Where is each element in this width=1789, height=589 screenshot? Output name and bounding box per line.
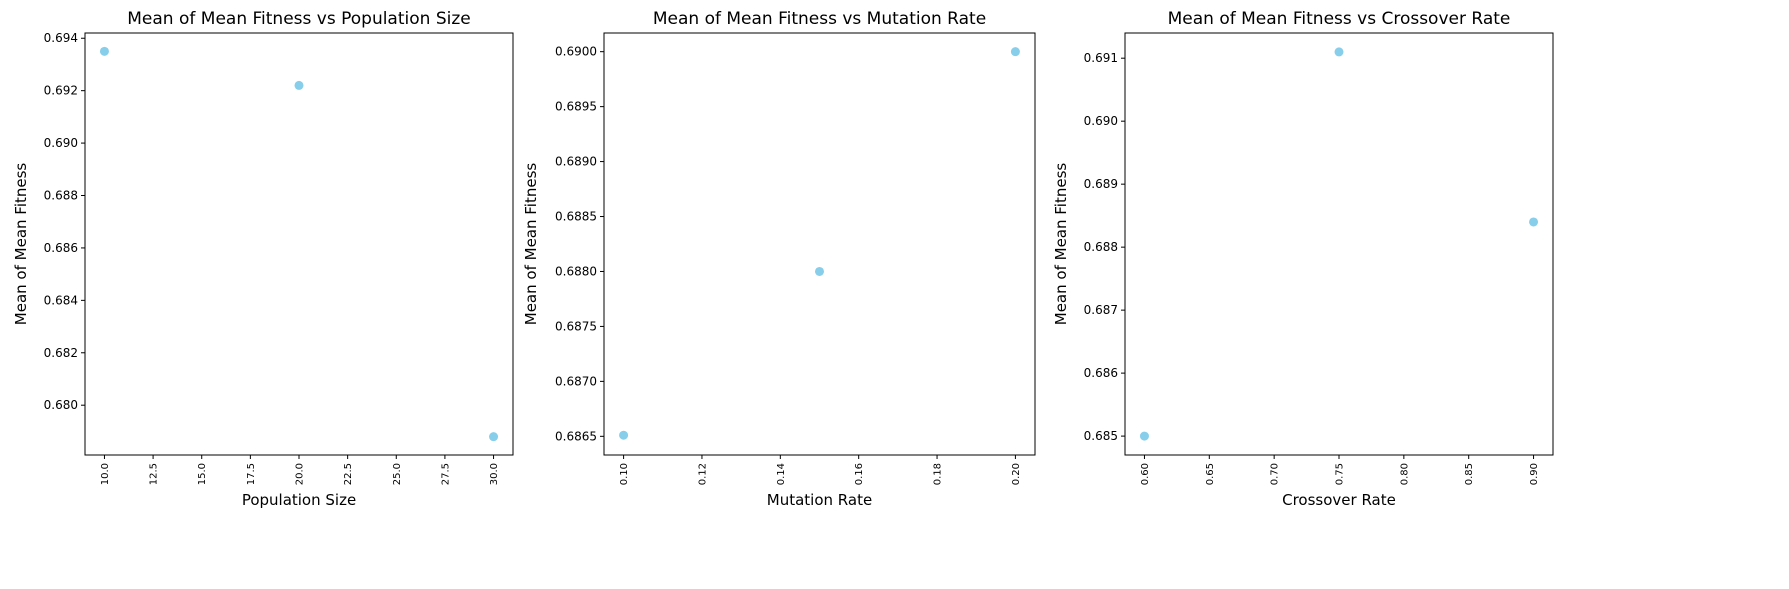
scatter-point — [1529, 217, 1539, 227]
y-tick-label: 0.682 — [44, 346, 78, 360]
x-tick-label: 0.85 — [1464, 463, 1475, 485]
y-tick-label: 0.686 — [44, 241, 78, 255]
y-axis-label: Mean of Mean Fitness — [1052, 163, 1070, 326]
x-tick-label: 20.0 — [295, 463, 306, 485]
y-tick-label: 0.689 — [1084, 177, 1118, 191]
plot-frame — [603, 32, 1036, 456]
x-tick-label: 0.70 — [1270, 463, 1281, 485]
y-tick-label: 0.690 — [44, 136, 78, 150]
chart-population-size: Mean of Mean Fitness vs Population Size … — [12, 9, 514, 509]
y-tick-label: 0.686 — [1084, 366, 1118, 380]
x-tick-label: 25.0 — [392, 463, 403, 485]
x-tick-label: 0.60 — [1140, 463, 1151, 485]
y-tick-label: 0.684 — [44, 293, 78, 307]
y-tick-label: 0.6885 — [555, 210, 597, 224]
y-tick-label: 0.692 — [44, 84, 78, 98]
x-tick-label: 0.16 — [854, 463, 865, 485]
y-tick-label: 0.6875 — [555, 319, 597, 333]
x-tick-label: 0.12 — [697, 463, 708, 485]
y-tick-label: 0.6870 — [555, 374, 597, 388]
x-tick-label: 12.5 — [149, 463, 160, 485]
scatter-point — [1010, 47, 1020, 57]
scatter-point — [1139, 431, 1149, 441]
x-axis-label: Population Size — [242, 491, 356, 509]
y-tick-label: 0.688 — [1084, 240, 1118, 254]
chart-mutation-rate: Mean of Mean Fitness vs Mutation Rate Mu… — [522, 9, 1036, 509]
y-tick-label: 0.690 — [1084, 114, 1118, 128]
x-tick-label: 0.20 — [1011, 463, 1022, 485]
y-tick-label: 0.6890 — [555, 155, 597, 169]
x-tick-label: 30.0 — [489, 463, 500, 485]
chart-title: Mean of Mean Fitness vs Mutation Rate — [653, 9, 986, 29]
x-axis-label: Crossover Rate — [1282, 491, 1396, 509]
x-tick-label: 0.75 — [1335, 463, 1346, 485]
x-tick-label: 0.14 — [776, 463, 787, 485]
x-tick-label: 0.18 — [933, 463, 944, 485]
x-tick-label: 0.65 — [1205, 463, 1216, 485]
x-tick-label: 0.80 — [1399, 463, 1410, 485]
x-tick-label: 0.90 — [1529, 463, 1540, 485]
y-tick-label: 0.6895 — [555, 100, 597, 114]
x-tick-label: 0.10 — [619, 463, 630, 485]
plot-frame — [84, 32, 514, 456]
scatter-point — [294, 80, 304, 90]
chart-title: Mean of Mean Fitness vs Crossover Rate — [1168, 9, 1511, 29]
y-tick-label: 0.6865 — [555, 429, 597, 443]
y-axis-label: Mean of Mean Fitness — [12, 163, 30, 326]
scatter-point — [99, 46, 109, 56]
y-tick-label: 0.685 — [1084, 429, 1118, 443]
chart-crossover-rate: Mean of Mean Fitness vs Crossover Rate C… — [1052, 9, 1554, 509]
scatter-point — [1334, 47, 1344, 57]
y-tick-label: 0.688 — [44, 189, 78, 203]
chart-title: Mean of Mean Fitness vs Population Size — [127, 9, 470, 29]
y-tick-label: 0.6900 — [555, 45, 597, 59]
y-tick-label: 0.691 — [1084, 51, 1118, 65]
y-tick-label: 0.694 — [44, 31, 78, 45]
x-tick-label: 22.5 — [343, 463, 354, 485]
x-tick-label: 27.5 — [440, 463, 451, 485]
scatter-point — [815, 266, 824, 276]
y-axis-label: Mean of Mean Fitness — [522, 163, 540, 326]
x-tick-label: 15.0 — [197, 463, 208, 485]
scatter-point — [619, 430, 629, 440]
y-tick-label: 0.687 — [1084, 303, 1118, 317]
scatter-point — [489, 432, 499, 442]
plot-frame — [1124, 32, 1554, 456]
y-tick-label: 0.6880 — [555, 264, 597, 278]
y-tick-label: 0.680 — [44, 398, 78, 412]
x-tick-label: 17.5 — [246, 463, 257, 485]
x-axis-label: Mutation Rate — [767, 491, 872, 509]
x-tick-label: 10.0 — [100, 463, 111, 485]
